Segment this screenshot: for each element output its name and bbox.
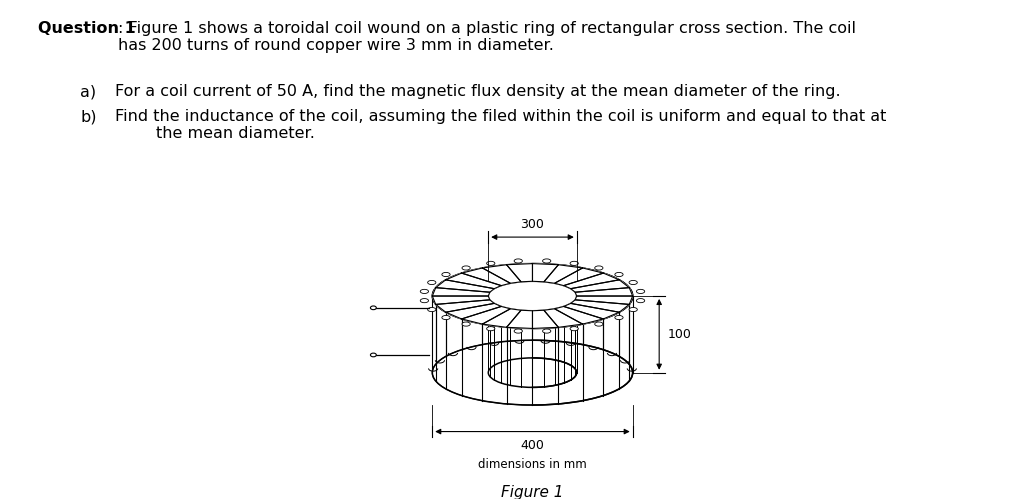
Ellipse shape — [488, 281, 577, 311]
Ellipse shape — [595, 266, 603, 270]
Polygon shape — [564, 273, 620, 288]
Ellipse shape — [420, 298, 428, 303]
Ellipse shape — [486, 261, 495, 265]
Ellipse shape — [462, 322, 470, 326]
Ellipse shape — [629, 280, 637, 284]
Polygon shape — [532, 263, 558, 282]
Ellipse shape — [614, 315, 623, 320]
Polygon shape — [532, 310, 558, 328]
Text: b): b) — [80, 109, 96, 124]
Ellipse shape — [514, 329, 522, 333]
Ellipse shape — [637, 298, 645, 303]
Polygon shape — [445, 303, 501, 319]
Ellipse shape — [595, 322, 603, 326]
Text: 300: 300 — [520, 218, 545, 231]
Polygon shape — [507, 310, 532, 328]
Polygon shape — [432, 296, 489, 304]
Ellipse shape — [432, 263, 633, 328]
Polygon shape — [462, 306, 510, 324]
Text: 400: 400 — [520, 439, 545, 452]
Text: a): a) — [80, 84, 96, 99]
Ellipse shape — [462, 266, 470, 270]
Polygon shape — [436, 280, 495, 292]
Polygon shape — [462, 268, 510, 285]
Ellipse shape — [371, 306, 376, 310]
Ellipse shape — [420, 289, 428, 293]
Polygon shape — [432, 287, 489, 296]
Text: Figure 1: Figure 1 — [501, 485, 564, 499]
Text: : Figure 1 shows a toroidal coil wound on a plastic ring of rectangular cross se: : Figure 1 shows a toroidal coil wound o… — [118, 21, 856, 53]
Polygon shape — [555, 268, 603, 285]
Ellipse shape — [486, 327, 495, 331]
Ellipse shape — [514, 259, 522, 263]
Ellipse shape — [432, 340, 633, 405]
Polygon shape — [570, 280, 629, 292]
Polygon shape — [436, 300, 495, 312]
Polygon shape — [544, 309, 583, 327]
Text: Find the inductance of the coil, assuming the filed within the coil is uniform a: Find the inductance of the coil, assumin… — [115, 109, 887, 141]
Polygon shape — [575, 287, 633, 296]
Polygon shape — [544, 264, 583, 283]
Ellipse shape — [637, 289, 645, 293]
Ellipse shape — [488, 358, 577, 387]
Polygon shape — [564, 303, 620, 319]
Ellipse shape — [442, 272, 451, 276]
Text: For a coil current of 50 A, find the magnetic flux density at the mean diameter : For a coil current of 50 A, find the mag… — [115, 84, 841, 99]
Ellipse shape — [543, 259, 551, 263]
Polygon shape — [555, 306, 603, 324]
Ellipse shape — [570, 327, 579, 331]
Text: 100: 100 — [668, 328, 692, 341]
Polygon shape — [570, 300, 629, 312]
Ellipse shape — [442, 315, 451, 320]
Ellipse shape — [371, 353, 376, 357]
Ellipse shape — [570, 261, 579, 265]
Polygon shape — [507, 263, 532, 282]
Ellipse shape — [543, 329, 551, 333]
Text: Question 1: Question 1 — [38, 21, 136, 36]
Polygon shape — [482, 309, 521, 327]
Ellipse shape — [614, 272, 623, 276]
Polygon shape — [482, 264, 521, 283]
Ellipse shape — [428, 280, 436, 284]
Text: dimensions in mm: dimensions in mm — [478, 458, 587, 471]
Polygon shape — [575, 296, 633, 304]
Polygon shape — [445, 273, 501, 288]
Ellipse shape — [428, 307, 436, 311]
Ellipse shape — [629, 307, 637, 311]
